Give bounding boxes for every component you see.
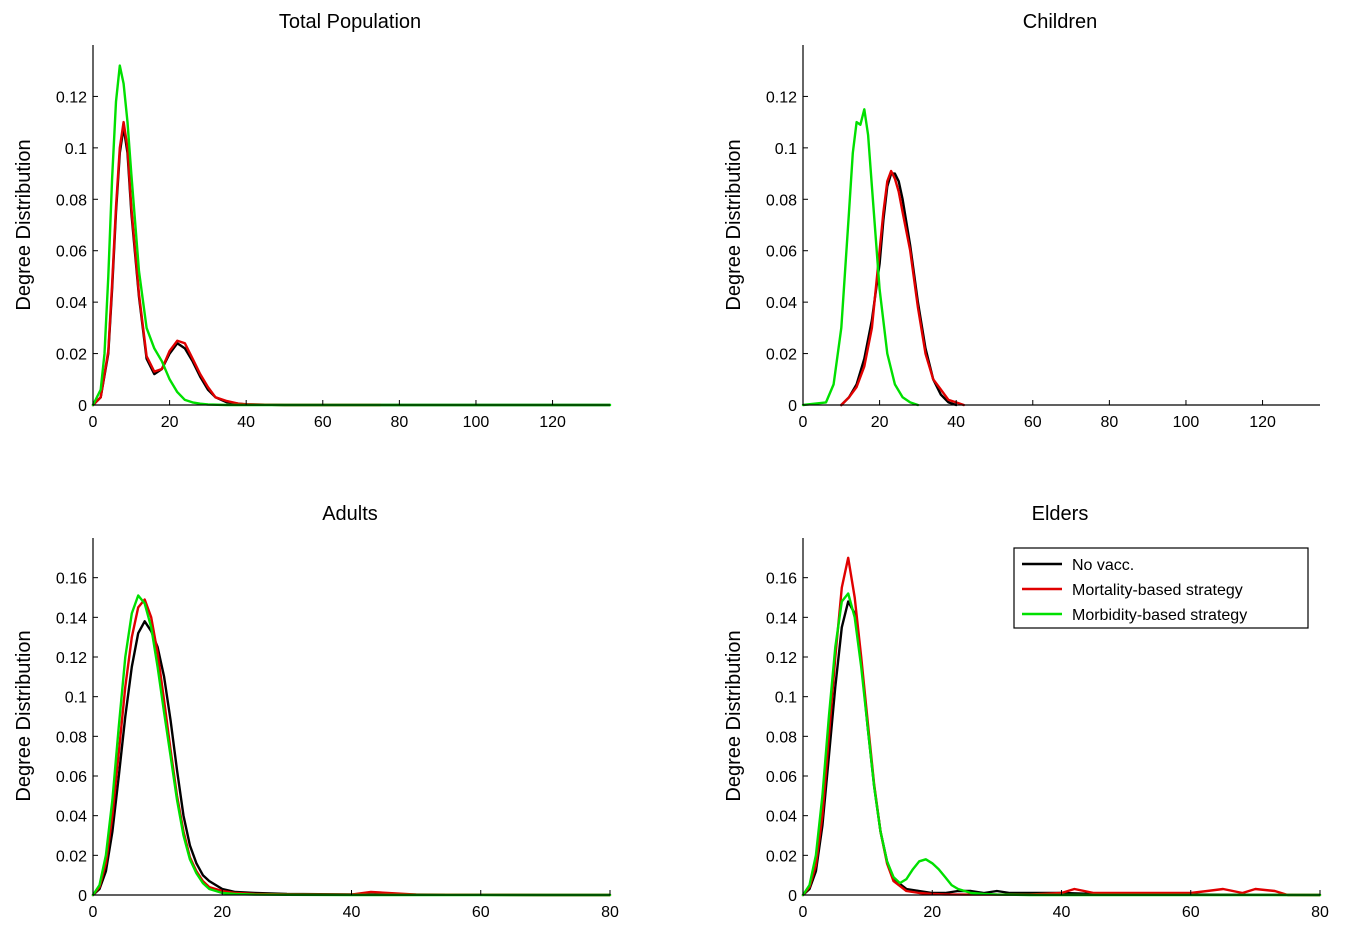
y-tick-label: 0.1 bbox=[775, 690, 797, 707]
y-tick-label: 0.02 bbox=[56, 347, 87, 364]
series-line-mortality bbox=[91, 598, 612, 897]
x-tick-label: 40 bbox=[947, 414, 965, 431]
x-tick-label: 120 bbox=[539, 414, 566, 431]
y-axis-label: Degree Distribution bbox=[13, 139, 35, 310]
series-line-no-vacc bbox=[91, 126, 612, 407]
x-tick-label: 80 bbox=[390, 414, 408, 431]
x-tick-label: 100 bbox=[463, 414, 490, 431]
series-line-mortality bbox=[840, 169, 965, 407]
series-line-no-vacc bbox=[840, 172, 958, 407]
panel-title: Elders bbox=[1032, 503, 1089, 525]
y-tick-label: 0.16 bbox=[766, 571, 797, 588]
y-tick-label: 0.08 bbox=[56, 729, 87, 746]
x-tick-label: 20 bbox=[923, 904, 941, 921]
x-tick-label: 20 bbox=[871, 414, 889, 431]
y-tick-label: 0.1 bbox=[65, 141, 87, 158]
legend-box bbox=[1013, 547, 1309, 629]
x-tick-label: 100 bbox=[1173, 414, 1200, 431]
y-tick-label: 0.06 bbox=[766, 244, 797, 261]
panel-children: Children Degree Distribution 0 20 40 60 80 10… bbox=[723, 11, 1320, 431]
x-tick-label: 20 bbox=[161, 414, 179, 431]
y-tick-label: 0.14 bbox=[766, 610, 797, 627]
x-tick-label: 0 bbox=[89, 414, 98, 431]
y-axis-label: Degree Distribution bbox=[723, 630, 745, 801]
y-tick-label: 0.1 bbox=[775, 141, 797, 158]
y-tick-label: 0.02 bbox=[766, 848, 797, 865]
y-axis-label: Degree Distribution bbox=[13, 630, 35, 801]
y-tick-label: 0.08 bbox=[766, 192, 797, 209]
y-tick-label: 0.04 bbox=[766, 295, 797, 312]
x-tick-label: 60 bbox=[1024, 414, 1042, 431]
x-tick-label: 0 bbox=[799, 414, 808, 431]
y-tick-label: 0 bbox=[788, 398, 797, 415]
y-tick-label: 0.12 bbox=[56, 650, 87, 667]
y-tick-label: 0.14 bbox=[56, 610, 87, 627]
y-tick-label: 0.12 bbox=[56, 89, 87, 106]
series-line-mortality bbox=[91, 120, 382, 407]
y-tick-label: 0.06 bbox=[766, 769, 797, 786]
y-tick-label: 0.06 bbox=[56, 244, 87, 261]
y-tick-label: 0.08 bbox=[56, 192, 87, 209]
legend-label-morbidity: Morbidity-based strategy bbox=[1072, 607, 1247, 624]
y-tick-label: 0.06 bbox=[56, 769, 87, 786]
panel-adults: Adults Degree Distribution 0 20 40 60 80 0 0.0… bbox=[13, 503, 619, 921]
y-tick-label: 0 bbox=[788, 888, 797, 905]
panel-total-population: Total Population Degree Distribution 0 20… bbox=[13, 11, 612, 431]
x-tick-label: 40 bbox=[237, 414, 255, 431]
y-tick-label: 0.02 bbox=[56, 848, 87, 865]
x-tick-label: 80 bbox=[1311, 904, 1329, 921]
x-tick-label: 80 bbox=[601, 904, 619, 921]
y-tick-label: 0.04 bbox=[766, 809, 797, 826]
x-tick-label: 40 bbox=[1053, 904, 1071, 921]
series-line-morbidity bbox=[801, 592, 1322, 897]
y-tick-label: 0.08 bbox=[766, 729, 797, 746]
x-tick-label: 0 bbox=[89, 904, 98, 921]
y-tick-label: 0 bbox=[78, 888, 87, 905]
panel-elders: Elders Degree Distribution 0 20 40 60 80 0 0.0… bbox=[723, 503, 1329, 921]
legend-label-no-vacc: No vacc. bbox=[1072, 557, 1134, 574]
x-tick-label: 0 bbox=[799, 904, 808, 921]
panel-title: Children bbox=[1023, 11, 1097, 33]
y-tick-label: 0.04 bbox=[56, 295, 87, 312]
legend: No vacc. Mortality-based strategy Morbid… bbox=[1013, 547, 1309, 629]
x-tick-label: 120 bbox=[1249, 414, 1276, 431]
y-tick-label: 0.1 bbox=[65, 690, 87, 707]
x-tick-label: 80 bbox=[1100, 414, 1118, 431]
x-tick-label: 60 bbox=[1182, 904, 1200, 921]
legend-label-mortality: Mortality-based strategy bbox=[1072, 582, 1243, 599]
x-tick-label: 60 bbox=[472, 904, 490, 921]
y-tick-label: 0.12 bbox=[766, 650, 797, 667]
y-tick-label: 0.02 bbox=[766, 347, 797, 364]
y-axis-label: Degree Distribution bbox=[723, 139, 745, 310]
panel-title: Adults bbox=[322, 503, 378, 525]
y-tick-label: 0.12 bbox=[766, 89, 797, 106]
y-tick-label: 0.16 bbox=[56, 571, 87, 588]
series-line-no-vacc bbox=[801, 600, 1322, 897]
series-line-morbidity bbox=[801, 108, 920, 407]
y-tick-label: 0 bbox=[78, 398, 87, 415]
x-tick-label: 20 bbox=[213, 904, 231, 921]
panel-title: Total Population bbox=[279, 11, 421, 33]
x-tick-label: 40 bbox=[343, 904, 361, 921]
y-tick-label: 0.04 bbox=[56, 809, 87, 826]
x-tick-label: 60 bbox=[314, 414, 332, 431]
